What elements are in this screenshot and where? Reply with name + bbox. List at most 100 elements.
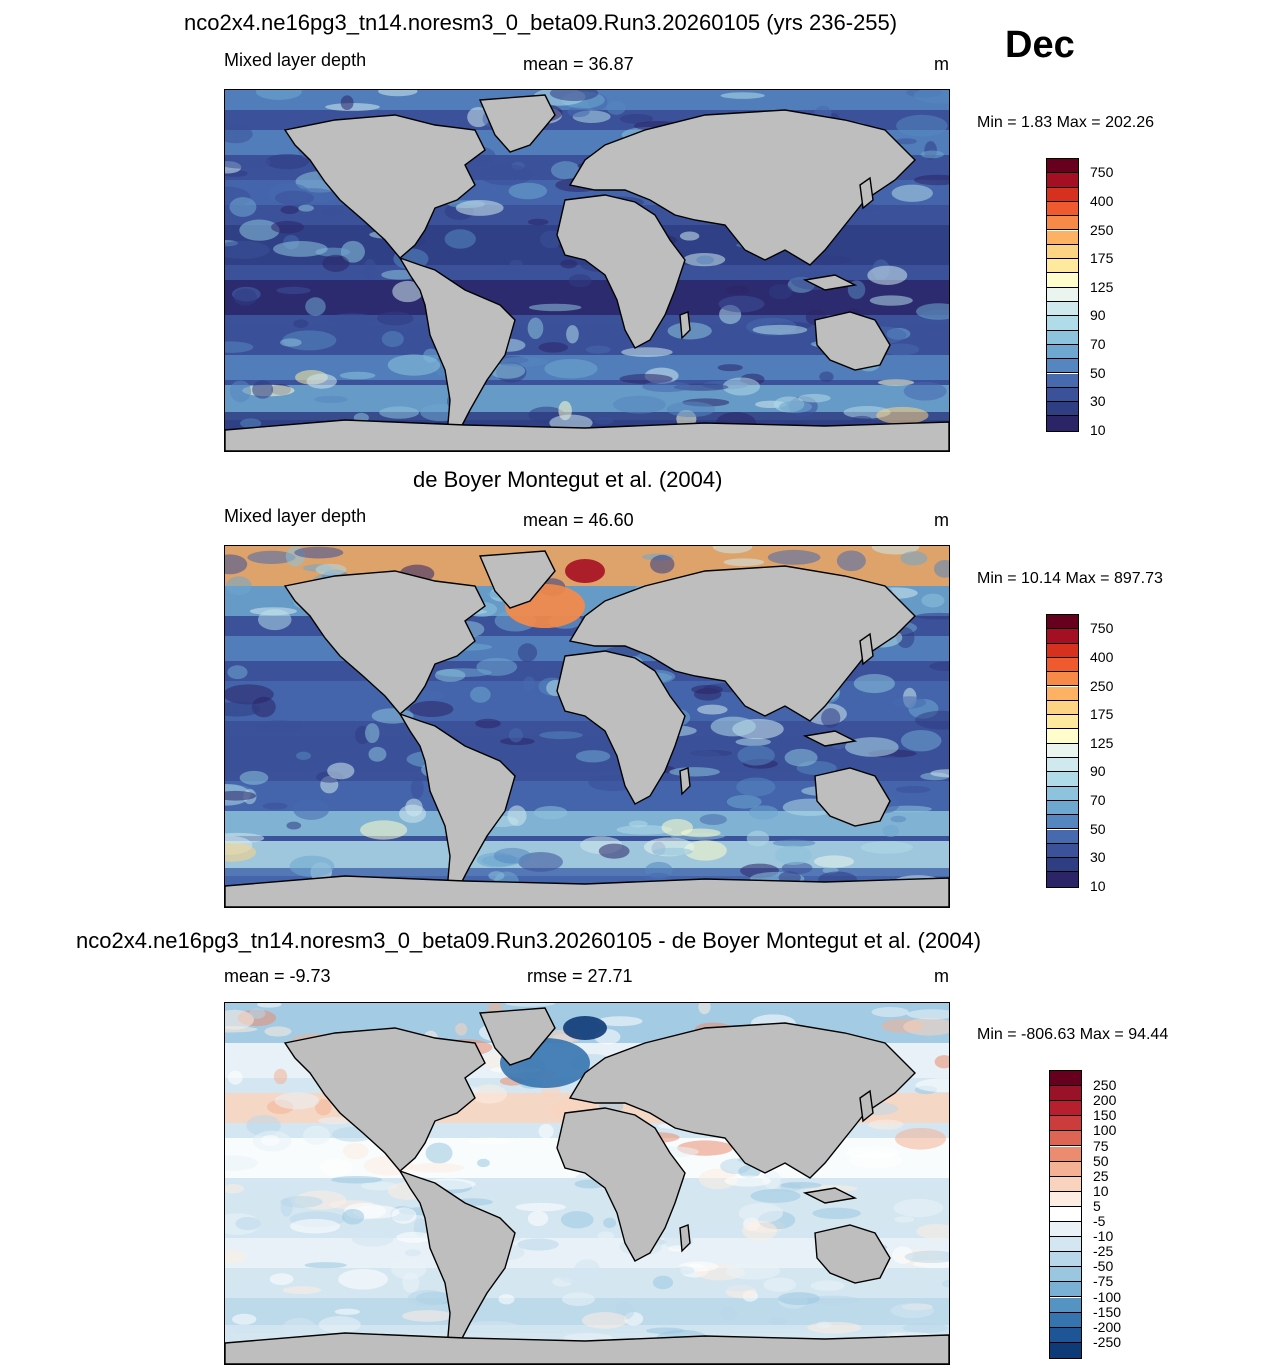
ocean-patch <box>225 1009 254 1030</box>
ocean-patch <box>408 1162 465 1173</box>
ocean-patch <box>528 303 582 312</box>
land-mass <box>478 550 556 609</box>
ocean-patch <box>807 1321 862 1334</box>
ocean-patch <box>566 325 579 344</box>
land-mass <box>802 1187 858 1204</box>
ocean-patch <box>468 1137 514 1145</box>
ocean-patch <box>691 684 723 695</box>
ocean-patch <box>836 550 866 572</box>
panel2-units: m <box>934 510 949 530</box>
ocean-patch <box>247 550 296 564</box>
ocean-patch <box>527 1210 549 1227</box>
ocean-patch <box>340 240 365 263</box>
ocean-patch <box>767 1316 787 1325</box>
land-mass <box>398 256 516 436</box>
ocean-patch <box>340 95 354 111</box>
ocean-patch <box>894 1216 915 1223</box>
ocean-patch <box>581 1312 628 1329</box>
ocean-patch <box>379 406 420 419</box>
ocean-patch <box>891 184 933 202</box>
ocean-patch <box>233 288 257 306</box>
ocean-patch <box>527 218 549 226</box>
ocean-patch <box>642 381 691 393</box>
ocean-patch <box>621 347 673 357</box>
ocean-patch <box>498 1294 515 1305</box>
ocean-patch <box>325 103 380 111</box>
ocean-patch <box>402 1272 420 1293</box>
colorbar-box <box>1050 1327 1081 1343</box>
colorbar-box <box>1047 330 1078 345</box>
ocean-patch <box>890 1303 934 1319</box>
ocean-patch <box>360 820 408 840</box>
ocean-patch <box>471 1084 508 1104</box>
ocean-patch <box>517 643 538 662</box>
ocean-patch <box>444 229 476 249</box>
colorbar-tick-label: -75 <box>1093 1273 1114 1290</box>
panel1-title: nco2x4.ne16pg3_tn14.noresm3_0_beta09.Run… <box>184 10 898 35</box>
ocean-patch <box>320 1158 353 1177</box>
ocean-patch <box>477 1158 490 1168</box>
ocean-patch <box>913 174 949 186</box>
ocean-patch <box>488 871 505 881</box>
ocean-patch <box>269 1273 294 1285</box>
ocean-patch <box>697 704 728 715</box>
ocean-patch <box>507 805 527 827</box>
colorbar-tick-label: -50 <box>1093 1258 1114 1275</box>
ocean-patch <box>387 354 441 376</box>
ocean-patch <box>568 274 592 288</box>
colorbar-tick-label: 90 <box>1090 763 1106 780</box>
ocean-patch <box>331 1175 383 1184</box>
ocean-patch <box>376 311 414 326</box>
colorbar-box <box>1050 1267 1081 1283</box>
ocean-patch <box>619 373 673 384</box>
colorbar-box <box>1047 230 1078 245</box>
ocean-patch <box>533 805 568 820</box>
ocean-patch <box>225 842 257 862</box>
hotspot <box>565 559 605 583</box>
ocean-patch <box>915 612 949 620</box>
ocean-patch <box>339 371 376 380</box>
ocean-patch <box>762 1170 781 1190</box>
ocean-patch <box>225 576 252 596</box>
ocean-patch <box>737 745 775 766</box>
ocean-patch <box>921 593 945 608</box>
ocean-patch <box>314 395 348 403</box>
ocean-patch <box>257 1003 282 1008</box>
ocean-patch <box>876 406 929 424</box>
panel1-map <box>224 89 950 452</box>
ocean-patch <box>368 746 387 762</box>
ocean-patch <box>807 1295 860 1305</box>
colorbar-box <box>1050 1206 1081 1222</box>
colorbar-tick-label: 10 <box>1093 1182 1109 1199</box>
ocean-patch <box>781 861 813 875</box>
ocean-patch <box>779 400 813 413</box>
colorbar-box <box>1047 729 1078 744</box>
ocean-patch <box>930 769 949 778</box>
ocean-patch <box>338 1269 388 1290</box>
land-mass <box>556 1107 686 1262</box>
ocean-patch <box>248 1008 266 1019</box>
colorbar-box <box>1047 259 1078 274</box>
ocean-patch <box>933 559 949 578</box>
ocean-patch <box>896 627 915 649</box>
month-label: Dec <box>1005 24 1075 66</box>
ocean-patch <box>710 716 756 737</box>
ocean-patch <box>318 1316 361 1334</box>
ocean-patch <box>699 814 727 825</box>
colorbar-tick-label: -250 <box>1093 1333 1122 1350</box>
ocean-patch <box>652 847 693 856</box>
ocean-patch <box>720 92 765 99</box>
colorbar-tick-label: 150 <box>1093 1107 1117 1124</box>
ocean-patch <box>746 830 770 847</box>
colorbar-tick-label: 50 <box>1090 820 1106 837</box>
ocean-patch <box>810 1280 845 1291</box>
ocean-patch <box>282 1286 321 1295</box>
colorbar-box <box>1047 615 1078 630</box>
ocean-patch <box>883 343 920 356</box>
land-mass <box>679 767 691 796</box>
ocean-patch <box>851 415 872 423</box>
ocean-patch <box>772 839 816 847</box>
ocean-patch <box>895 1127 947 1150</box>
land-mass <box>859 1089 874 1123</box>
ocean-patch <box>391 1207 417 1224</box>
